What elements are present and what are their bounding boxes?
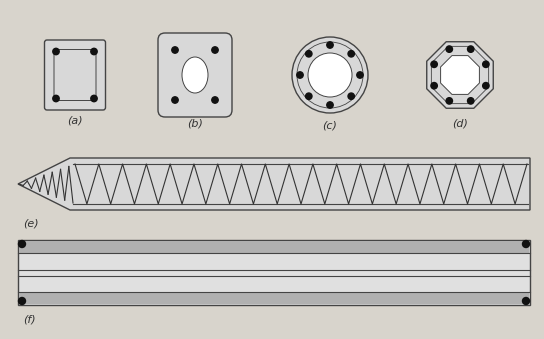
Circle shape — [467, 98, 474, 104]
Circle shape — [348, 51, 354, 57]
Polygon shape — [426, 42, 493, 108]
Text: (d): (d) — [452, 119, 468, 129]
Circle shape — [357, 72, 363, 78]
Circle shape — [467, 46, 474, 52]
Circle shape — [483, 61, 489, 67]
Circle shape — [306, 93, 312, 99]
Circle shape — [91, 95, 97, 102]
Polygon shape — [18, 158, 530, 210]
Circle shape — [306, 51, 312, 57]
Circle shape — [431, 61, 437, 67]
Circle shape — [522, 240, 529, 247]
Circle shape — [18, 298, 26, 304]
Circle shape — [172, 97, 178, 103]
Circle shape — [212, 47, 218, 53]
Circle shape — [327, 42, 333, 48]
Text: (c): (c) — [323, 121, 337, 131]
Text: (f): (f) — [23, 314, 35, 324]
Ellipse shape — [182, 57, 208, 93]
Circle shape — [212, 97, 218, 103]
Bar — [18, 240, 530, 305]
Bar — [19, 292, 529, 304]
Circle shape — [446, 98, 453, 104]
Circle shape — [292, 37, 368, 113]
Text: (a): (a) — [67, 116, 83, 125]
Circle shape — [348, 93, 354, 99]
Circle shape — [522, 298, 529, 304]
Bar — [19, 241, 529, 253]
Circle shape — [18, 240, 26, 247]
Circle shape — [308, 53, 352, 97]
Polygon shape — [441, 56, 479, 94]
Circle shape — [327, 102, 333, 108]
Circle shape — [431, 82, 437, 89]
Circle shape — [53, 95, 59, 102]
Circle shape — [483, 82, 489, 89]
Text: (b): (b) — [187, 118, 203, 128]
Circle shape — [91, 48, 97, 55]
Circle shape — [297, 72, 303, 78]
Text: (e): (e) — [23, 219, 39, 229]
Circle shape — [446, 46, 453, 52]
Circle shape — [172, 47, 178, 53]
Circle shape — [53, 48, 59, 55]
FancyBboxPatch shape — [45, 40, 106, 110]
FancyBboxPatch shape — [158, 33, 232, 117]
